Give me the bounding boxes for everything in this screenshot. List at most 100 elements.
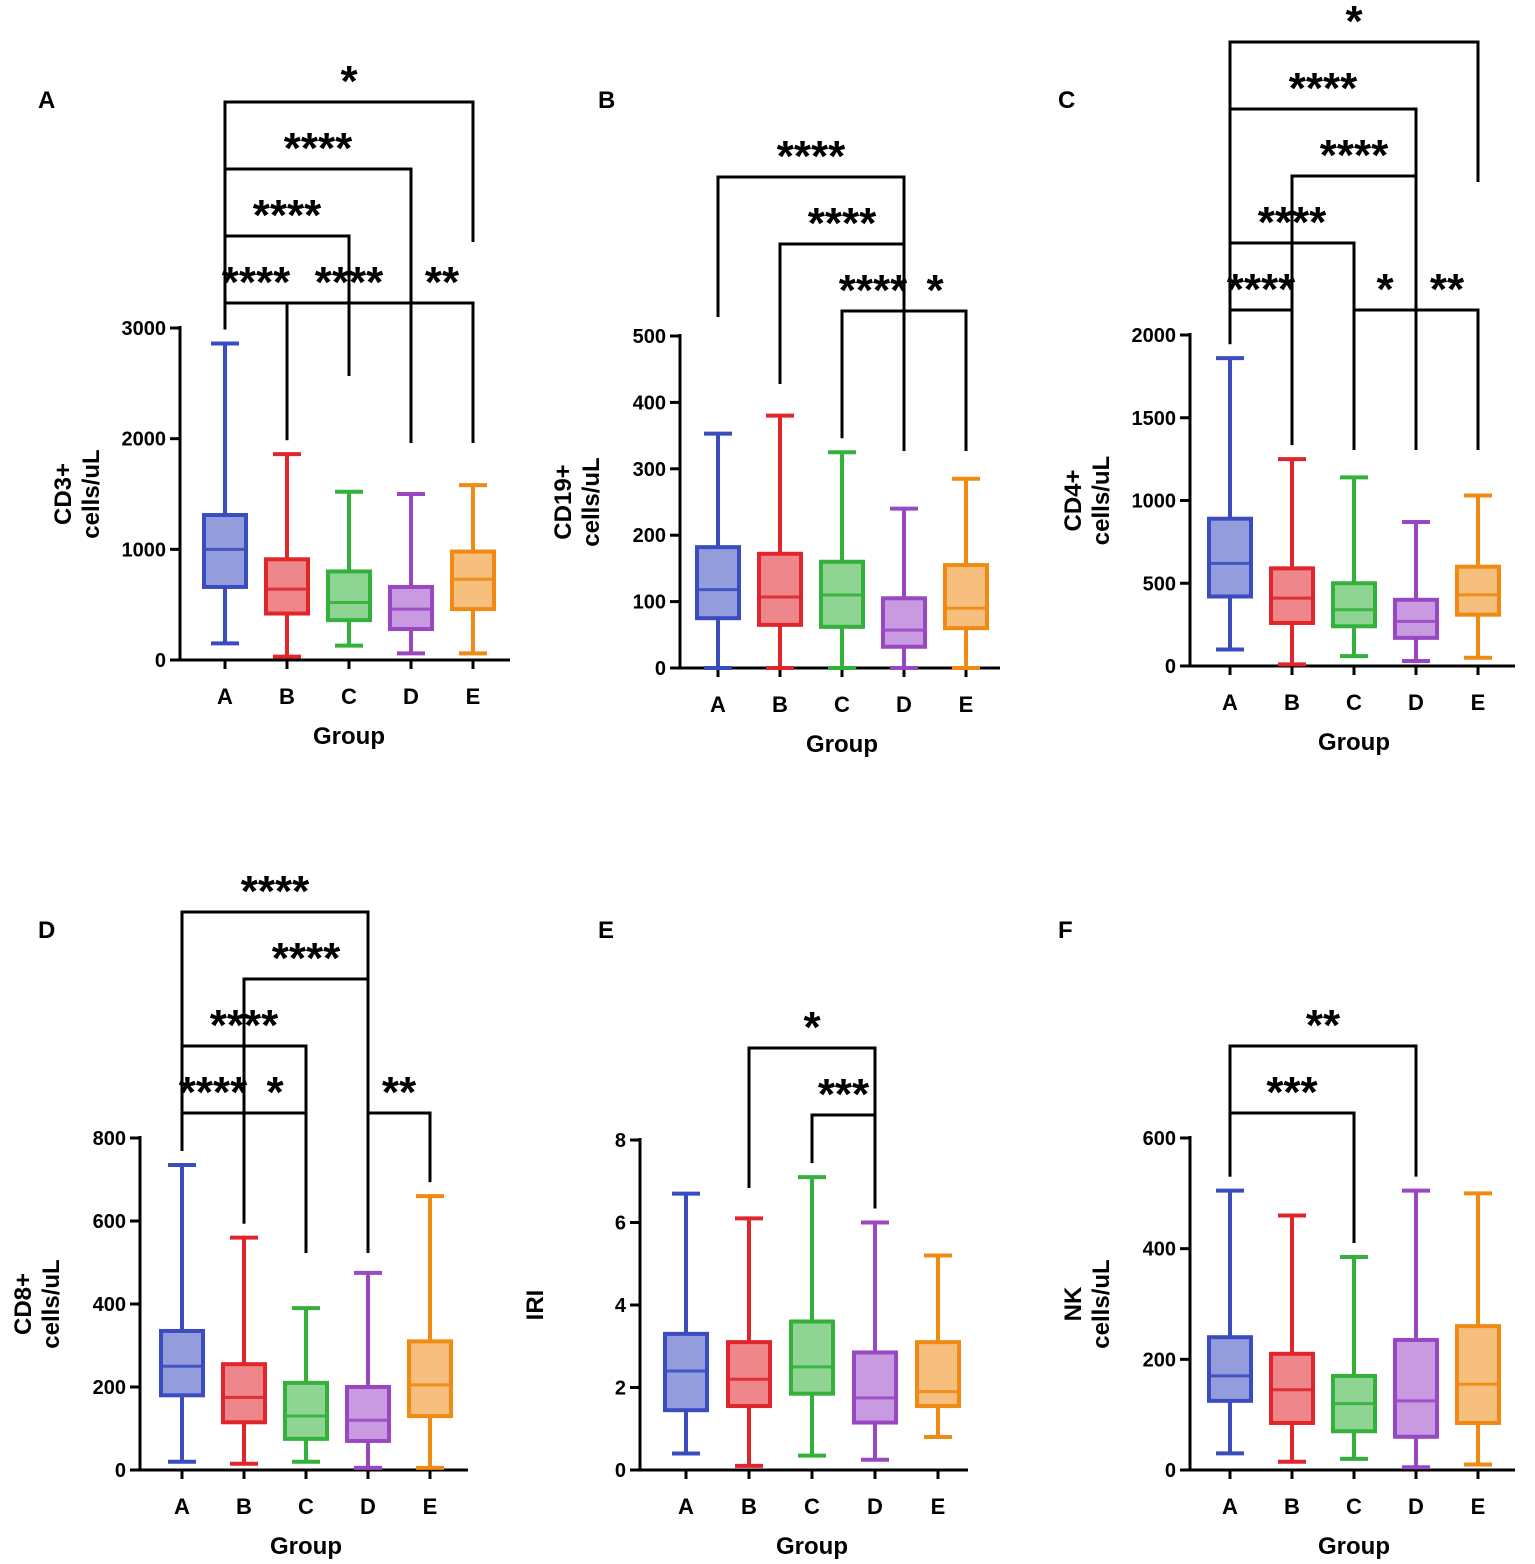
x-axis-label: Group bbox=[1318, 1533, 1390, 1560]
box-iqr bbox=[695, 545, 741, 621]
x-tick-label: A bbox=[1222, 1494, 1238, 1519]
y-axis-label-line: CD4+ bbox=[1060, 469, 1087, 531]
box-iqr bbox=[1207, 1335, 1253, 1403]
significance-label: ** bbox=[1306, 1001, 1341, 1050]
box-iqr bbox=[915, 1340, 961, 1409]
y-axis-label: CD8+cells/uL bbox=[10, 1259, 65, 1348]
y-tick-label: 600 bbox=[1143, 1128, 1176, 1150]
y-axis-label-line: NK bbox=[1060, 1286, 1087, 1321]
box-c bbox=[819, 450, 865, 670]
significance-bracket: **** bbox=[222, 258, 291, 441]
x-tick-label: C bbox=[1346, 690, 1362, 715]
y-axis-label: CD3+cells/uL bbox=[50, 449, 105, 538]
x-axis-label: Group bbox=[270, 1533, 342, 1560]
significance-bracket: **** bbox=[285, 258, 413, 443]
box-c bbox=[789, 1175, 835, 1458]
x-tick-label: A bbox=[1222, 690, 1238, 715]
bracket-line bbox=[716, 175, 906, 317]
x-tick-label: D bbox=[896, 692, 912, 717]
significance-label: **** bbox=[808, 199, 877, 248]
significance-label: **** bbox=[222, 258, 291, 307]
y-tick-label: 3000 bbox=[122, 318, 167, 340]
y-tick-label: 2000 bbox=[122, 429, 167, 451]
significance-bracket: ** bbox=[1414, 265, 1480, 450]
significance-label: * bbox=[340, 57, 358, 106]
bracket-line bbox=[180, 910, 370, 1052]
x-tick-label: B bbox=[741, 1494, 757, 1519]
x-tick-label: C bbox=[341, 684, 357, 709]
significance-bracket: *** bbox=[810, 1070, 877, 1209]
panel-c: C 0 500 1000 1500 2000 A B C D E Group CD4+cells/uL *… bbox=[1058, 0, 1515, 756]
significance-bracket: **** bbox=[179, 1068, 248, 1224]
x-tick-label: E bbox=[959, 692, 974, 717]
x-tick-label: B bbox=[1284, 1494, 1300, 1519]
y-axis-label: NKcells/uL bbox=[1060, 1259, 1115, 1348]
box-e bbox=[915, 1253, 961, 1439]
y-axis-label-line: cells/uL bbox=[1088, 1259, 1115, 1348]
bracket-line bbox=[1414, 308, 1480, 450]
significance-bracket: **** bbox=[180, 867, 370, 1052]
box-e bbox=[943, 476, 989, 670]
x-tick-label: E bbox=[1471, 1494, 1486, 1519]
box-d bbox=[345, 1270, 391, 1470]
x-tick-label: C bbox=[804, 1494, 820, 1519]
box-d bbox=[881, 506, 927, 670]
y-axis-label-line: IRI bbox=[522, 1290, 549, 1321]
bracket-line bbox=[1228, 40, 1480, 182]
significance-bracket: **** bbox=[839, 266, 908, 451]
box-iqr bbox=[407, 1339, 453, 1419]
bracket-line bbox=[409, 301, 475, 443]
significance-bracket: **** bbox=[1228, 64, 1418, 249]
bracket-line bbox=[1228, 1044, 1418, 1177]
box-d bbox=[1393, 1188, 1439, 1470]
bracket-line bbox=[902, 309, 968, 451]
y-axis-label-line: cells/uL bbox=[1088, 456, 1115, 545]
panel-letter: C bbox=[1058, 87, 1075, 114]
significance-bracket: * bbox=[1228, 0, 1480, 182]
significance-label: * bbox=[803, 1003, 821, 1052]
box-b bbox=[1269, 1213, 1315, 1464]
y-tick-label: 6 bbox=[615, 1213, 626, 1235]
y-tick-label: 300 bbox=[633, 459, 666, 481]
significance-label: ** bbox=[382, 1068, 417, 1117]
y-tick-label: 500 bbox=[633, 326, 666, 348]
x-tick-label: A bbox=[217, 684, 233, 709]
significance-label: **** bbox=[284, 124, 353, 173]
significance-bracket: ** bbox=[409, 258, 475, 443]
y-tick-label: 100 bbox=[633, 592, 666, 614]
box-iqr bbox=[1455, 1324, 1501, 1425]
box-iqr bbox=[1331, 581, 1377, 629]
significance-bracket: ** bbox=[1228, 1001, 1418, 1177]
x-tick-label: B bbox=[279, 684, 295, 709]
x-tick-label: B bbox=[772, 692, 788, 717]
significance-label: ** bbox=[1430, 265, 1465, 314]
significance-bracket: * bbox=[902, 266, 968, 451]
box-iqr bbox=[202, 513, 248, 589]
x-tick-label: E bbox=[931, 1494, 946, 1519]
box-iqr bbox=[881, 596, 927, 649]
significance-label: **** bbox=[1227, 265, 1296, 314]
box-e bbox=[1455, 493, 1501, 660]
bracket-line bbox=[223, 100, 475, 242]
box-b bbox=[757, 413, 803, 670]
y-axis-label-line: CD3+ bbox=[50, 463, 77, 525]
y-axis-label: CD19+cells/uL bbox=[550, 457, 605, 546]
y-tick-label: 500 bbox=[1143, 573, 1176, 595]
x-tick-label: D bbox=[360, 1494, 376, 1519]
box-c bbox=[1331, 475, 1377, 659]
significance-bracket: * bbox=[223, 57, 475, 242]
y-axis-label: IRI bbox=[522, 1290, 549, 1321]
y-tick-label: 8 bbox=[615, 1130, 626, 1152]
bracket-line bbox=[1228, 308, 1294, 446]
y-tick-label: 1000 bbox=[122, 539, 167, 561]
x-tick-label: E bbox=[466, 684, 481, 709]
bracket-line bbox=[285, 301, 413, 443]
y-tick-label: 0 bbox=[655, 658, 666, 680]
significance-label: *** bbox=[1266, 1068, 1318, 1117]
y-tick-label: 0 bbox=[615, 1460, 626, 1482]
box-b bbox=[1269, 457, 1315, 667]
significance-label: **** bbox=[179, 1068, 248, 1117]
